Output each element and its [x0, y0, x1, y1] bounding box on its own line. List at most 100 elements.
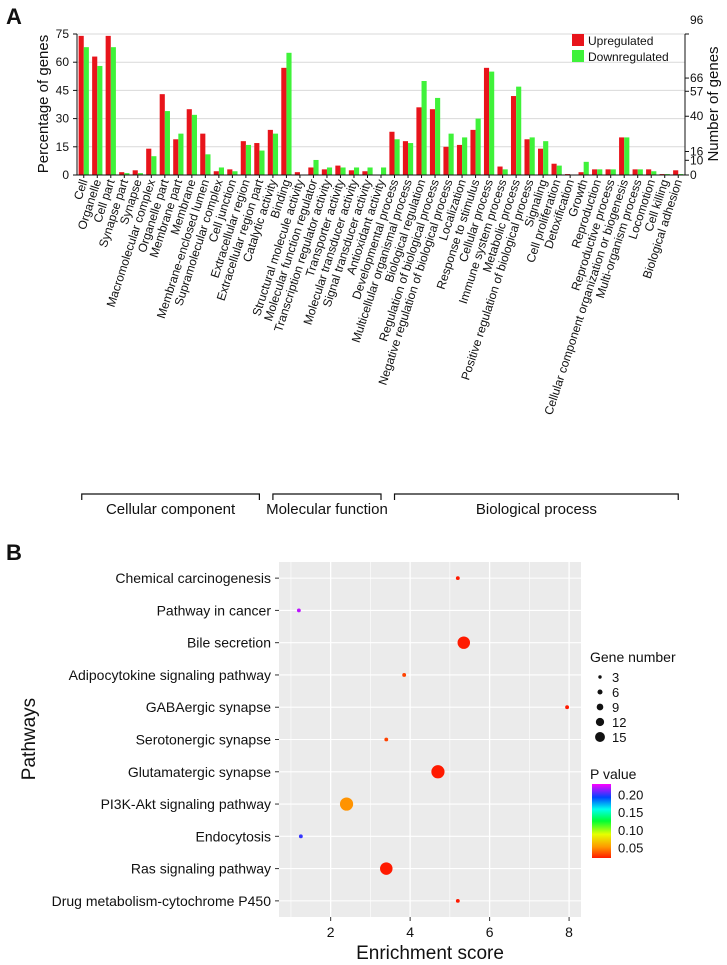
panel-a-label: A	[6, 4, 22, 29]
right-tick-label: 0	[690, 168, 697, 182]
panel-b-label: B	[6, 540, 22, 565]
bar-down	[164, 111, 170, 175]
legend-swatch-up	[572, 34, 584, 46]
left-tick-label: 0	[62, 168, 69, 182]
bar-down	[448, 133, 454, 175]
bar-down	[245, 144, 252, 175]
legend-label-up: Upregulated	[588, 34, 653, 48]
x-tick-label: 8	[565, 924, 573, 940]
bar-down	[313, 159, 319, 175]
group-label: Molecular function	[266, 501, 388, 518]
left-tick-label: 75	[56, 27, 70, 41]
pathway-label: Endocytosis	[196, 828, 271, 844]
bar-down	[556, 165, 562, 175]
bar-up	[456, 144, 463, 175]
bar-up	[146, 148, 152, 175]
bar-down	[597, 169, 603, 175]
bubble-point	[296, 608, 301, 613]
bar-down	[353, 167, 360, 175]
bar-up	[105, 35, 111, 175]
color-legend-ticks: 0.20 0.15 0.10 0.05	[611, 788, 643, 855]
x-tick-label: 2	[327, 924, 335, 940]
bar-up	[470, 129, 476, 175]
bar-up	[497, 166, 503, 175]
bar-down	[489, 71, 495, 175]
bar-up	[186, 109, 192, 175]
bar-up	[443, 146, 449, 175]
bar-up	[402, 141, 409, 175]
bubble-gridlines	[279, 562, 581, 917]
x-ticks: 2 4 6 8	[327, 917, 573, 940]
bar-up	[132, 170, 138, 175]
bar-up	[335, 165, 341, 175]
size-legend-dot	[595, 732, 605, 742]
size-legend-label: 15	[612, 730, 626, 745]
bar-down	[178, 133, 184, 175]
bar-series	[78, 35, 684, 176]
color-legend-bar	[592, 784, 611, 858]
bar-up	[200, 133, 206, 175]
color-legend-label: 0.10	[618, 823, 643, 838]
group-bracket	[81, 493, 260, 500]
bar-up	[619, 137, 625, 175]
size-legend-label: 12	[612, 715, 626, 730]
pathway-labels: Chemical carcinogenesis Pathway in cancer…	[52, 570, 279, 909]
bar-up	[524, 139, 530, 175]
bar-down	[462, 137, 468, 175]
bar-up	[646, 169, 652, 175]
bar-up	[281, 67, 287, 175]
color-legend-title: P value	[590, 766, 637, 782]
category-label: Cell	[71, 178, 91, 202]
size-legend-dot	[596, 703, 604, 711]
bar-down	[502, 169, 508, 175]
bar-down	[83, 47, 89, 175]
bar-down	[543, 141, 549, 175]
bar-down	[218, 167, 225, 175]
pathway-label: PI3K-Akt signaling pathway	[101, 796, 271, 812]
pathway-label: Serotonergic synapse	[136, 732, 272, 748]
bubble-point	[565, 705, 570, 710]
bubble-point	[455, 576, 460, 581]
bar-down	[110, 47, 116, 175]
bar-down	[624, 137, 630, 175]
pathway-label: Glutamatergic synapse	[128, 764, 271, 780]
bubble-point	[402, 673, 407, 677]
bar-up	[267, 129, 273, 175]
group-label: Biological process	[476, 501, 597, 518]
category-groups: Cellular component Molecular function Biol…	[81, 493, 679, 518]
bar-down	[610, 169, 616, 175]
bubble-point	[455, 898, 460, 903]
legend-swatch-down	[572, 50, 584, 62]
bar-legend: Upregulated Downregulated	[572, 34, 669, 64]
bar-up	[551, 163, 557, 175]
bar-down	[232, 171, 238, 175]
bar-up	[321, 169, 327, 175]
right-tick-label: 40	[690, 109, 704, 123]
bar-up	[92, 56, 98, 176]
bubble-point	[298, 834, 303, 839]
left-tick-label: 15	[56, 140, 70, 154]
bubble-point	[384, 737, 389, 742]
bubble-point	[380, 862, 393, 875]
size-legend-dot	[595, 717, 605, 727]
bar-up	[605, 169, 611, 175]
bar-up	[240, 141, 246, 175]
size-legend-label: 6	[612, 685, 619, 700]
bubble-point	[431, 765, 445, 779]
bar-down	[516, 86, 522, 175]
bar-down	[381, 167, 387, 175]
bar-up	[119, 172, 125, 175]
bar-up	[173, 139, 179, 175]
bar-down	[394, 139, 400, 175]
right-tick-label: 96	[690, 13, 704, 27]
bar-up	[294, 172, 300, 175]
bar-up	[389, 131, 395, 175]
color-legend-label: 0.20	[618, 788, 643, 803]
pathway-label: Adipocytokine signaling pathway	[69, 667, 271, 683]
bar-up	[254, 143, 260, 175]
bar-up	[483, 67, 490, 175]
pathway-label: Drug metabolism-cytochrome P450	[52, 893, 272, 909]
y-axis-label: Percentage of genes	[35, 35, 52, 173]
